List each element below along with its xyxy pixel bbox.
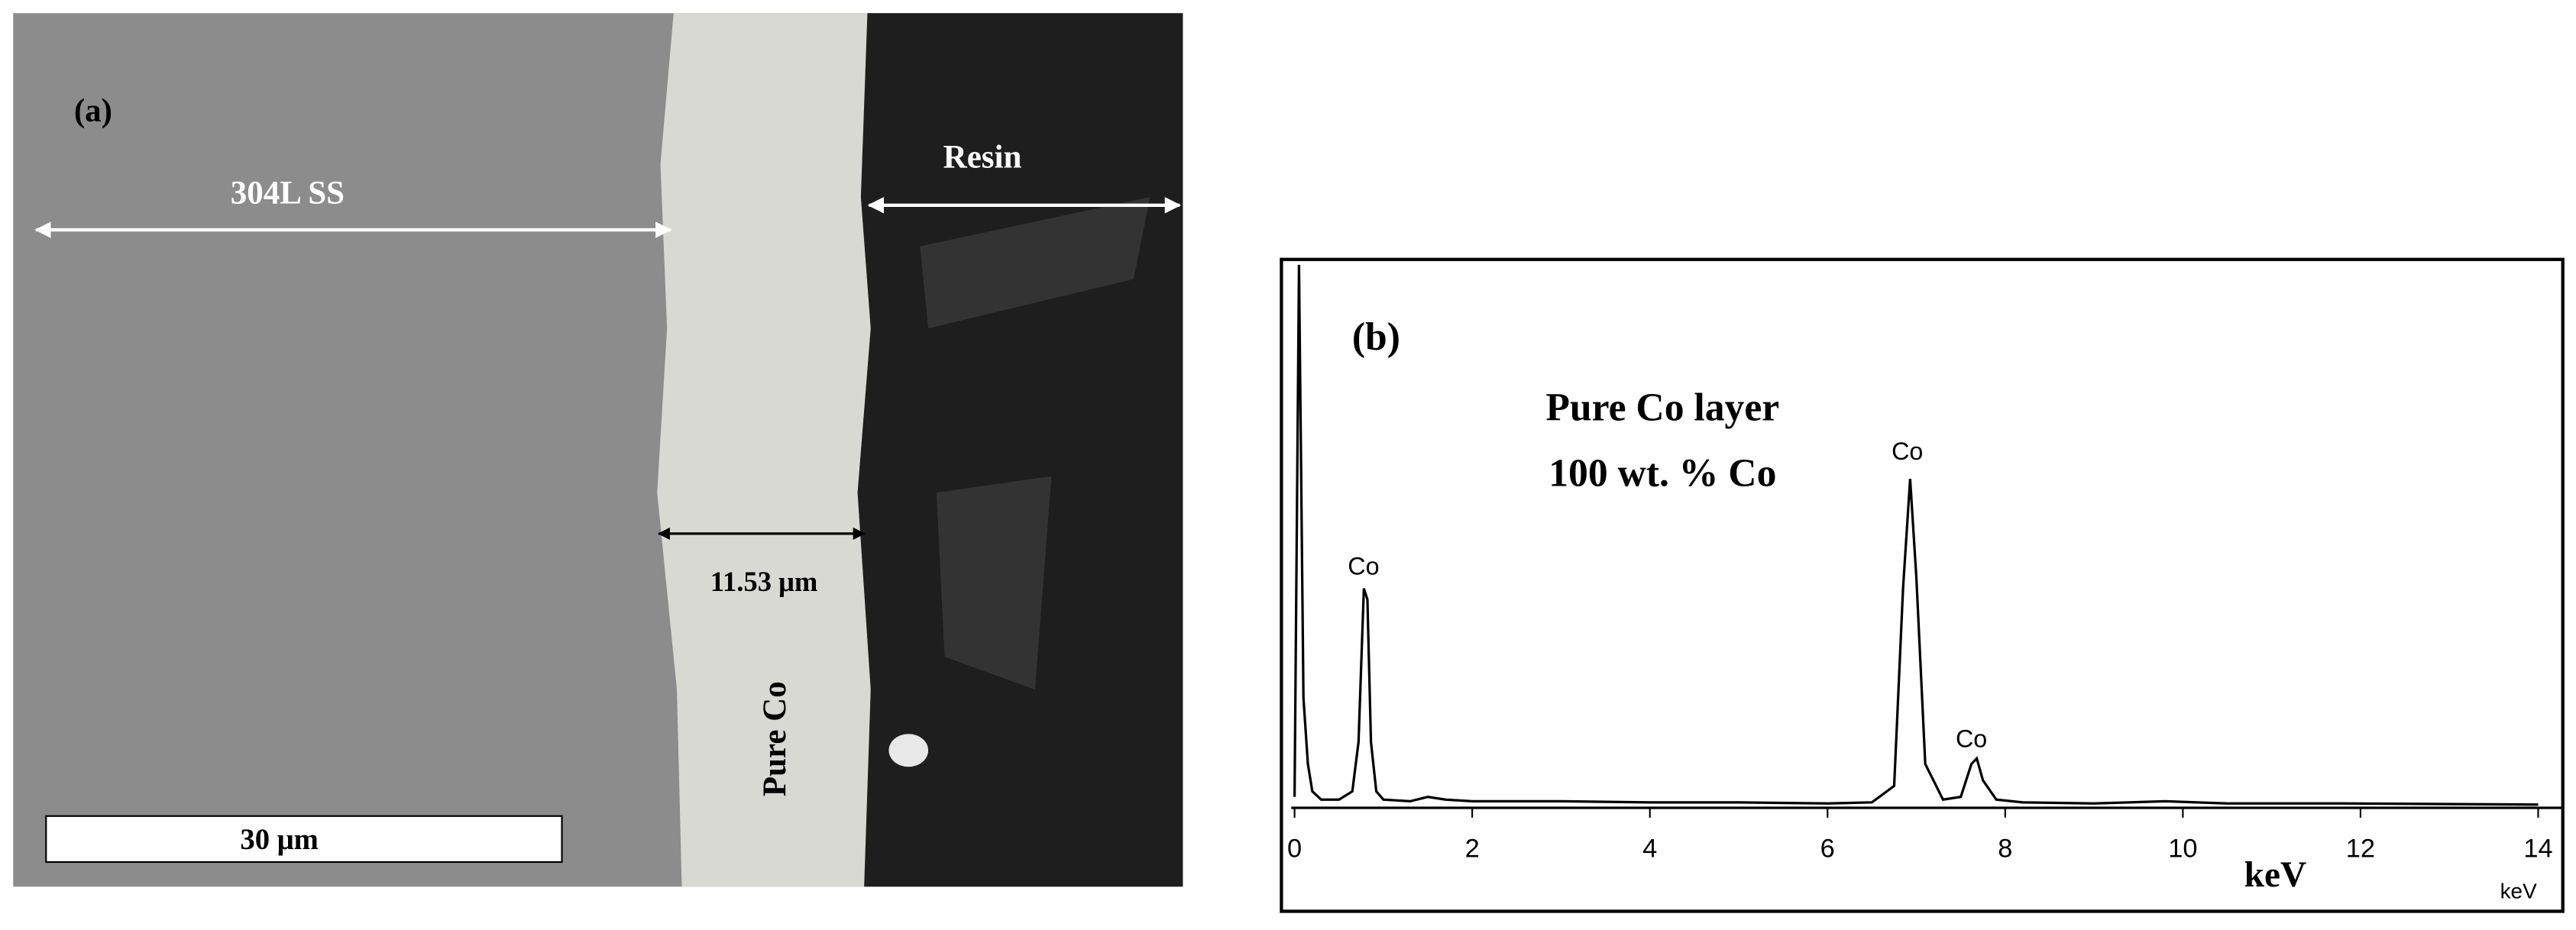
coating-region [657, 13, 871, 887]
particle [888, 734, 929, 767]
x-tick-label: 14 [2523, 835, 2552, 864]
region-label: Resin [943, 139, 1022, 175]
x-unit: keV [2500, 879, 2538, 903]
x-tick-label: 8 [1998, 835, 2012, 864]
scale-bar-label: 30 μm [240, 824, 319, 856]
peak-label: Co [1956, 725, 1987, 752]
panel-label: (b) [1352, 315, 1400, 359]
x-tick-label: 10 [2168, 835, 2197, 864]
scale-bar [45, 815, 563, 864]
x-tick-label: 4 [1642, 835, 1657, 864]
spectrum-line [1293, 264, 2539, 806]
x-tick-label: 12 [2346, 835, 2375, 864]
x-tick-label: 6 [1820, 835, 1835, 864]
x-tick-label: 2 [1465, 835, 1480, 864]
panel-label: (a) [74, 93, 112, 129]
x-axis-title: keV [2244, 855, 2306, 895]
region-label: Pure Co [757, 681, 793, 796]
thickness-label: 11.53 μm [710, 566, 818, 597]
resin-texture [920, 197, 1150, 690]
peak-label: Co [1892, 438, 1923, 465]
chart-frame [1280, 257, 2565, 913]
peak-label: Co [1348, 553, 1379, 580]
x-tick-label: 0 [1287, 835, 1302, 864]
micrograph [13, 13, 1183, 887]
region-label: 304L SS [231, 176, 345, 212]
chart-subtitle: 100 wt. % Co [1549, 452, 1776, 496]
chart-title: Pure Co layer [1545, 386, 1779, 430]
